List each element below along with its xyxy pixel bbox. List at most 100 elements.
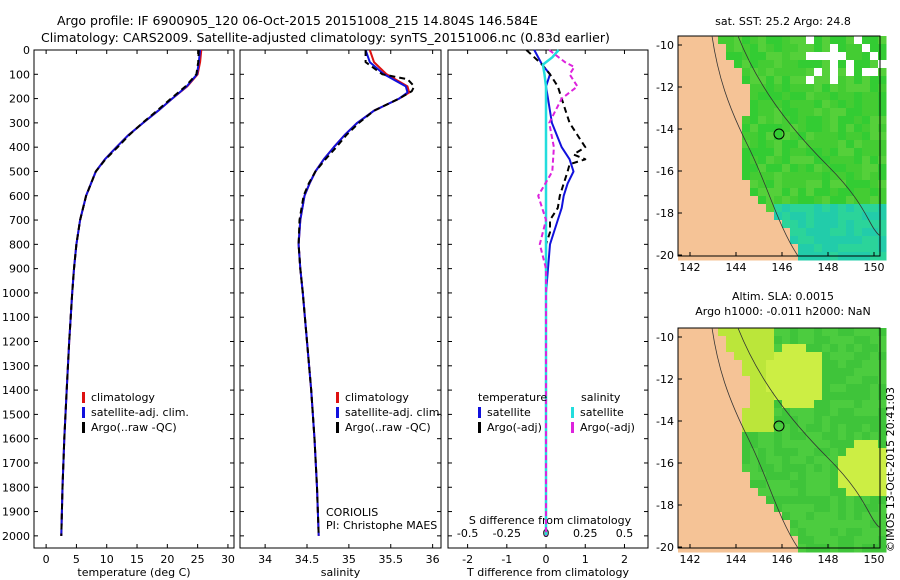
map-cell: [822, 456, 831, 465]
x-tick-label: 2: [621, 553, 628, 566]
map-cell: [830, 408, 839, 417]
map-cell: [694, 384, 703, 393]
map-cell: [734, 44, 743, 53]
map-cell: [678, 352, 687, 361]
map-cell: [814, 196, 823, 205]
map-cell: [686, 204, 695, 213]
panel-temperature: 0100200300400500600700800900100011001200…: [2, 44, 235, 579]
map-cell: [838, 456, 847, 465]
map-cell: [774, 376, 783, 385]
map-cell: [838, 132, 847, 141]
map-cell: [758, 424, 767, 433]
map-cell: [750, 464, 759, 473]
map-cell: [678, 236, 687, 245]
map-cell: [694, 52, 703, 61]
map-cell: [702, 360, 711, 369]
map-cell: [710, 528, 719, 537]
map-cell: [782, 196, 791, 205]
map-cell: [814, 60, 823, 69]
map-cell: [838, 196, 847, 205]
map-cell: [782, 488, 791, 497]
map-cell: [822, 384, 831, 393]
map-cell: [878, 344, 887, 353]
map-cell: [766, 408, 775, 417]
map-cell: [758, 392, 767, 401]
map-cell: [758, 400, 767, 409]
map-cell: [710, 504, 719, 513]
map-cell: [806, 512, 815, 521]
map-cell: [766, 236, 775, 245]
map-cell: [814, 132, 823, 141]
map-cell: [862, 536, 871, 545]
map-cell: [878, 204, 887, 213]
map-cell: [678, 124, 687, 133]
map-cell: [870, 204, 879, 213]
map-cell: [758, 164, 767, 173]
map-cell: [718, 528, 727, 537]
map-cell: [814, 512, 823, 521]
map-cell: [774, 464, 783, 473]
map-cell: [790, 464, 799, 473]
map-cell: [830, 140, 839, 149]
map-cell: [734, 124, 743, 133]
map-y-tick-label: -14: [656, 415, 674, 428]
map-cell: [814, 52, 823, 61]
map-cell: [718, 536, 727, 545]
map-cell: [878, 408, 887, 417]
map-cell: [694, 464, 703, 473]
map-cell: [798, 352, 807, 361]
map-cell: [694, 336, 703, 345]
map-cell: [878, 536, 887, 545]
map-cell: [774, 164, 783, 173]
profile-header-line1: Argo profile: IF 6900905_120 06-Oct-2015…: [57, 13, 538, 28]
map-cell: [878, 220, 887, 229]
map-cell: [726, 504, 735, 513]
map-cell: [814, 100, 823, 109]
map-cell: [774, 52, 783, 61]
map-cell: [710, 520, 719, 529]
map-cell: [678, 44, 687, 53]
map-cell: [862, 344, 871, 353]
map-cell: [782, 148, 791, 157]
legend-swatch-sal-satellite: [571, 407, 574, 418]
map-cell: [750, 244, 759, 253]
map-cell: [702, 228, 711, 237]
map-cell: [846, 164, 855, 173]
map-cell: [878, 416, 887, 425]
map-cell: [726, 116, 735, 125]
map-cell: [838, 52, 847, 61]
x-axis-label: T difference from climatology: [466, 566, 629, 579]
map-cell: [678, 180, 687, 189]
map-cell: [870, 180, 879, 189]
map-cell: [846, 76, 855, 85]
map-cell: [750, 164, 759, 173]
map-cell: [766, 384, 775, 393]
map-cell: [710, 220, 719, 229]
map-cell: [678, 480, 687, 489]
map-cell: [822, 496, 831, 505]
map-cell: [678, 472, 687, 481]
map-cell: [686, 496, 695, 505]
map-cell: [734, 488, 743, 497]
sla-map-title-2: Argo h1000: -0.011 h2000: NaN: [695, 305, 871, 318]
map-cell: [854, 44, 863, 53]
map-cell: [782, 536, 791, 545]
map-cell: [830, 352, 839, 361]
map-cell: [750, 108, 759, 117]
map-cell: [750, 392, 759, 401]
x-axis-label: temperature (deg C): [77, 566, 190, 579]
map-cell: [782, 376, 791, 385]
map-x-tick-label: 150: [864, 261, 885, 274]
map-cell: [798, 132, 807, 141]
map-cell: [870, 384, 879, 393]
map-cell: [870, 116, 879, 125]
map-cell: [718, 496, 727, 505]
map-cell: [686, 92, 695, 101]
map-cell: [854, 180, 863, 189]
map-cell: [726, 76, 735, 85]
map-cell: [822, 196, 831, 205]
map-cell: [742, 196, 751, 205]
map-cell: [862, 400, 871, 409]
map-cell: [782, 36, 791, 45]
map-cell: [686, 464, 695, 473]
